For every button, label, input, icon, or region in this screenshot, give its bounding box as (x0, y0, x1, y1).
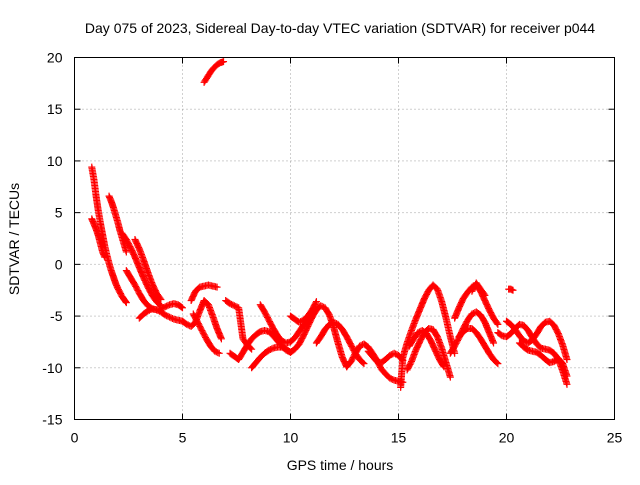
x-axis: 0 5 10 15 20 25 (71, 57, 623, 446)
x-tick-label: 25 (607, 430, 623, 446)
data-point (563, 380, 571, 388)
x-tick-label: 10 (283, 430, 299, 446)
series-track-a (88, 163, 130, 307)
data-point (490, 339, 498, 347)
data-point (156, 294, 164, 302)
data-point (446, 373, 454, 381)
series-track-e (131, 236, 165, 304)
data-point (563, 356, 571, 364)
data-point (360, 360, 368, 368)
data-point (157, 296, 165, 304)
x-axis-title: GPS time / hours (287, 457, 394, 473)
data-point (122, 248, 130, 256)
data-point (213, 283, 221, 291)
data-point (481, 291, 489, 299)
series-track-z (455, 324, 502, 368)
series-track-c (105, 192, 130, 256)
chart-title: Day 075 of 2023, Sidereal Day-to-day VTE… (85, 20, 595, 36)
series-track-w (405, 327, 448, 371)
data-point (493, 319, 501, 327)
data-point (122, 299, 130, 307)
series-track-h (179, 297, 225, 343)
y-tick-label: 5 (55, 205, 63, 221)
series-track-aa (468, 279, 489, 299)
plot-frame (74, 57, 615, 420)
data-point (480, 290, 488, 298)
series-track-ae (505, 285, 517, 294)
data-point (509, 286, 517, 294)
series-track-y (451, 281, 502, 328)
series-track-j (189, 310, 223, 357)
data-point (122, 298, 130, 306)
y-tick-label: 0 (55, 256, 63, 272)
y-tick-label: 10 (47, 153, 63, 169)
y-tick-label: -10 (42, 360, 62, 376)
series-track-u (397, 281, 459, 391)
y-tick-label: 20 (47, 50, 63, 66)
y-axis: -15 -10 -5 0 5 10 15 20 (42, 50, 615, 428)
x-tick-label: 0 (71, 430, 79, 446)
series-track-o (248, 343, 294, 372)
data-point (101, 253, 109, 261)
series-track-r (312, 318, 368, 368)
x-tick-label: 5 (179, 430, 187, 446)
y-tick-label: -15 (42, 412, 62, 428)
data-point (312, 299, 320, 307)
data-point (494, 320, 502, 328)
series-track-g (135, 305, 186, 325)
series-track-i (187, 281, 221, 305)
x-tick-label: 15 (391, 430, 407, 446)
y-axis-title: SDTVAR / TECUs (6, 183, 22, 295)
data-point (248, 345, 256, 353)
data-point (563, 372, 571, 380)
data-point (359, 359, 367, 367)
data-point (493, 359, 501, 367)
data-point (440, 363, 448, 371)
grid-lines (74, 57, 615, 420)
data-point (215, 349, 223, 357)
series-track-x (446, 308, 498, 357)
series-track-q (287, 298, 320, 326)
y-tick-label: -5 (50, 308, 63, 324)
series-track-k (200, 58, 228, 86)
x-tick-label: 20 (499, 430, 515, 446)
data-point (494, 360, 502, 368)
data-point (217, 335, 225, 343)
data-point (439, 362, 447, 370)
series-track-b (88, 215, 109, 261)
plot-area (88, 58, 571, 391)
data-point (312, 298, 320, 306)
series-track-ac (503, 317, 571, 364)
y-tick-label: 15 (47, 101, 63, 117)
data-point (177, 303, 185, 311)
series-track-d (118, 229, 165, 310)
series-track-ad (515, 339, 571, 380)
series-track-t (364, 347, 407, 367)
data-point (220, 58, 228, 66)
data-point (179, 304, 186, 312)
data-point (214, 349, 222, 357)
